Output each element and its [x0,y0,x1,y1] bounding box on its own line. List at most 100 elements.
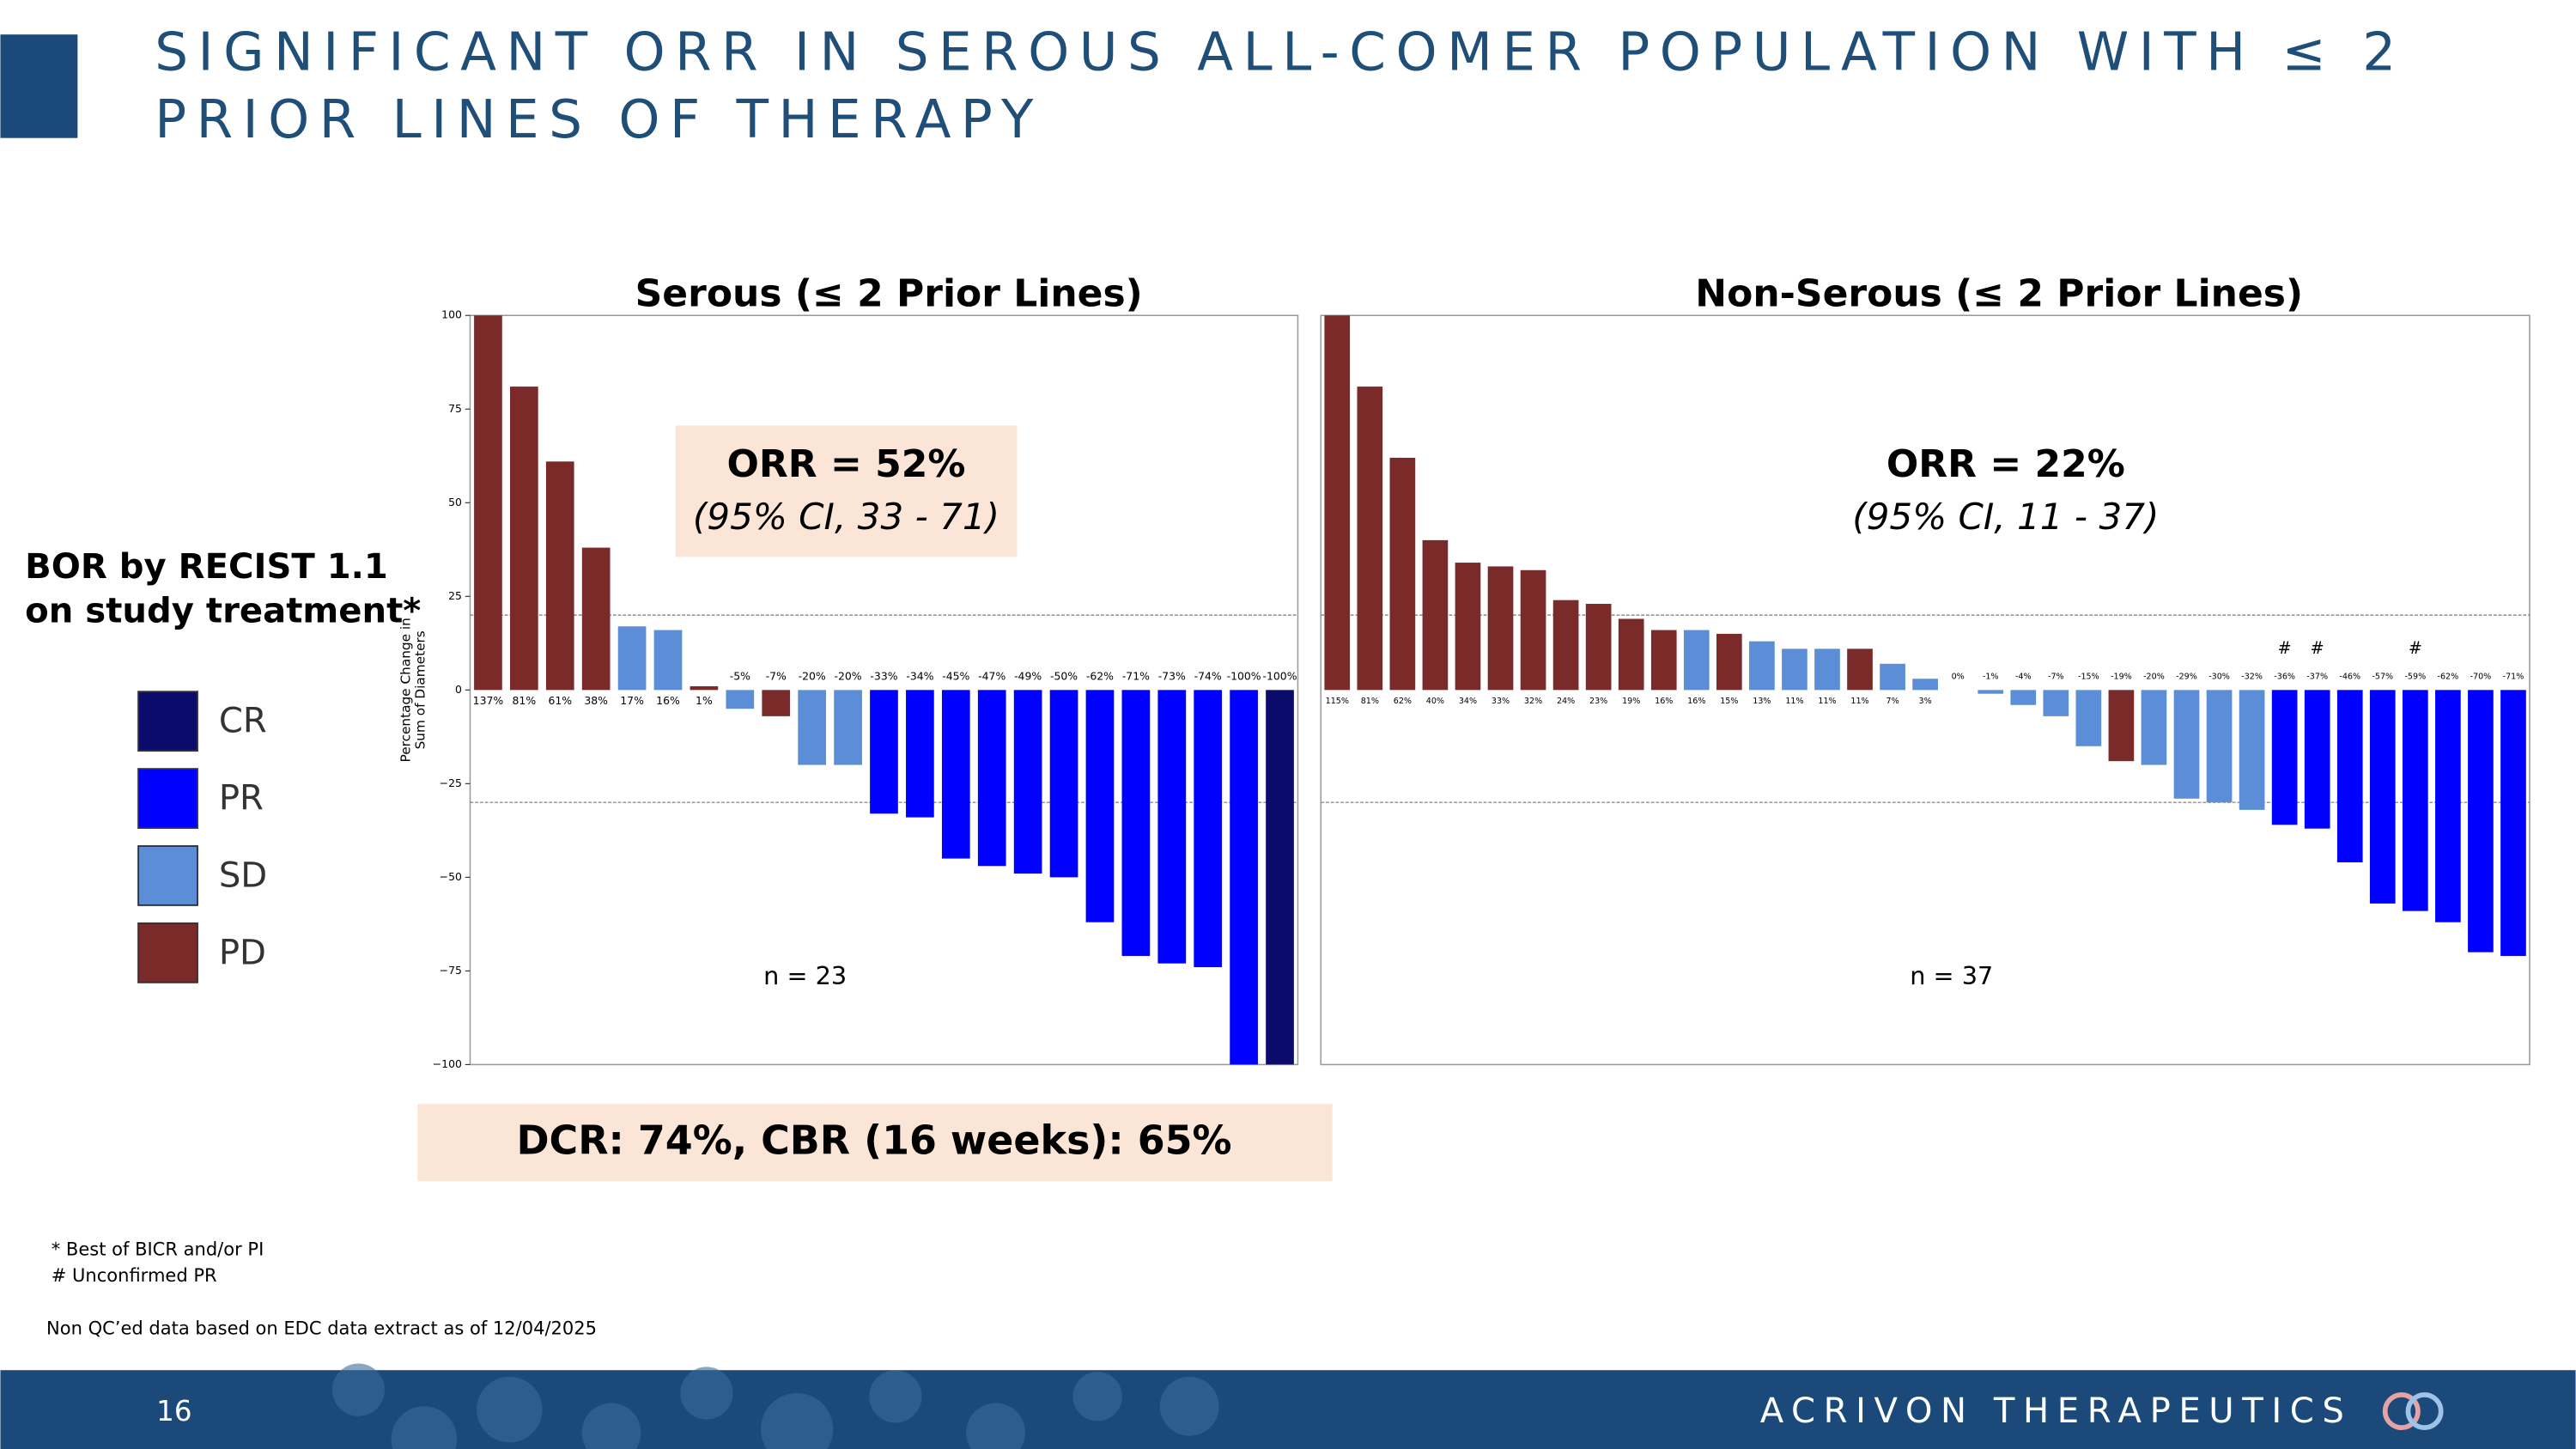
y-tick-label: −75 [440,964,462,977]
legend-label: CR [219,702,267,741]
value-label: 3% [1919,697,1932,706]
legend-label: PR [219,778,264,818]
value-label: -71% [1122,670,1150,683]
value-label: -33% [870,670,897,683]
value-label: -70% [2470,673,2492,682]
value-label: 17% [620,694,644,707]
value-label: -49% [1014,670,1042,683]
bars [1324,315,2526,956]
bar-note: # [2278,638,2292,658]
bar [1520,569,1546,691]
bar [2435,690,2461,922]
bor-label: BOR by RECIST 1.1 [25,547,388,587]
value-label: -45% [942,670,969,683]
bar [1552,600,1579,691]
value-label: -74% [1194,670,1222,683]
bar-note: # [2311,638,2324,658]
y-tick-label: 25 [448,589,462,602]
value-label: 81% [513,694,537,707]
value-label: 115% [1326,697,1349,706]
value-label: -20% [2143,673,2165,682]
y-tick-label: −100 [433,1057,462,1070]
orr-ci: (95% CI, 33 - 71) [693,496,999,538]
bar [2141,690,2167,765]
bar [798,690,826,765]
bar [690,685,719,691]
value-label: -1% [1983,673,1999,682]
bar [1013,690,1042,874]
bar [1880,663,1905,691]
y-tick-label: 75 [448,402,462,415]
page-number: 16 [156,1395,191,1428]
bar [1585,604,1612,691]
bar [509,387,538,691]
value-label: -46% [2339,673,2360,682]
bar [1814,648,1840,691]
bar [2010,690,2037,705]
footnote: # Unconfirmed PR [52,1264,217,1286]
value-label: 40% [1426,697,1444,706]
value-label: 15% [1720,697,1738,706]
legend-swatch [137,768,198,829]
y-tick-label: −25 [440,776,462,789]
y-tick-label: −50 [440,870,462,883]
value-label: -20% [835,670,862,683]
bar [617,626,647,691]
bar [1618,618,1644,691]
value-label: -62% [2438,673,2459,682]
value-label: 1% [696,694,713,707]
bar [2239,690,2265,810]
bar [2304,690,2330,829]
value-label: -57% [2372,673,2393,682]
value-label: -29% [2176,673,2197,682]
bar [906,690,934,818]
bar [2075,690,2102,746]
y-tick-label: 50 [448,496,462,508]
bar [870,690,898,814]
bar [1085,690,1115,922]
summary: DCR: 74%, CBR (16 weeks): 65% [516,1117,1231,1164]
bar [1422,539,1449,691]
value-label: 137% [473,694,504,707]
bar [2336,690,2363,862]
plot-frame [1320,314,2530,1066]
value-label: -59% [2404,673,2426,682]
value-label: 32% [1524,697,1542,706]
footnote: * Best of BICR and/or PI [52,1239,264,1260]
orr: ORR = 52% [727,442,966,486]
bar [1389,457,1416,691]
value-label: -73% [1158,670,1186,683]
value-label: 13% [1753,697,1771,706]
value-label: 33% [1492,697,1510,706]
bar [1683,630,1710,691]
value-label: 61% [548,694,572,707]
orr-ci: (95% CI, 11 - 37) [1852,496,2159,538]
bar [653,630,683,691]
title-block [0,34,78,138]
value-label: -50% [1050,670,1078,683]
value-label: 16% [656,694,680,707]
value-label: -7% [766,670,787,683]
value-label: -4% [2015,673,2032,682]
bar [2173,690,2200,799]
bar [834,690,862,765]
legend-swatch [137,691,198,752]
bar [1650,630,1677,691]
value-label: -7% [2048,673,2064,682]
bar [545,461,574,691]
bar [1230,690,1258,1065]
bars [474,315,1294,1065]
bar [2369,690,2396,904]
n-label: n = 37 [1910,961,1993,990]
summary-box [417,1104,1333,1182]
company: ACRIVON THERAPEUTICS [1760,1391,2353,1431]
legend-swatch [137,922,198,983]
bar [2271,690,2298,825]
bar [1357,387,1383,691]
value-label: -32% [2241,673,2263,682]
value-label: 24% [1557,697,1575,706]
orr-box [675,425,1018,557]
value-label: 19% [1622,697,1640,706]
bar [1049,690,1078,878]
value-label: -36% [2274,673,2295,682]
